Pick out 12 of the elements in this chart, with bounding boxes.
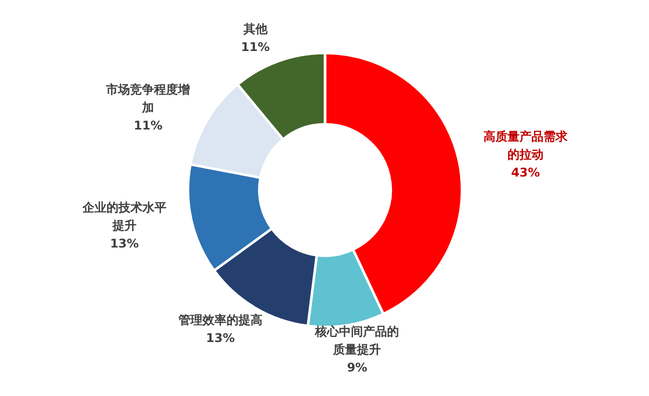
data-label: 11% [134, 118, 162, 133]
data-label: 13% [110, 236, 139, 250]
slice-label: 企业的技术水平提升 [81, 200, 166, 232]
slice-label: 高质量产品需求的拉动 [484, 130, 569, 162]
data-label: 11% [241, 40, 270, 54]
data-label: 13% [206, 331, 235, 346]
slice-label: 其他 [242, 22, 268, 36]
slice-label: 核心中间产品的质量提升 [314, 324, 400, 357]
slice-label: 市场竞争程度增加 [105, 82, 190, 115]
data-label: 9% [346, 360, 368, 375]
data-label: 43% [511, 166, 540, 180]
slice-label: 管理效率的提高 [177, 313, 262, 328]
